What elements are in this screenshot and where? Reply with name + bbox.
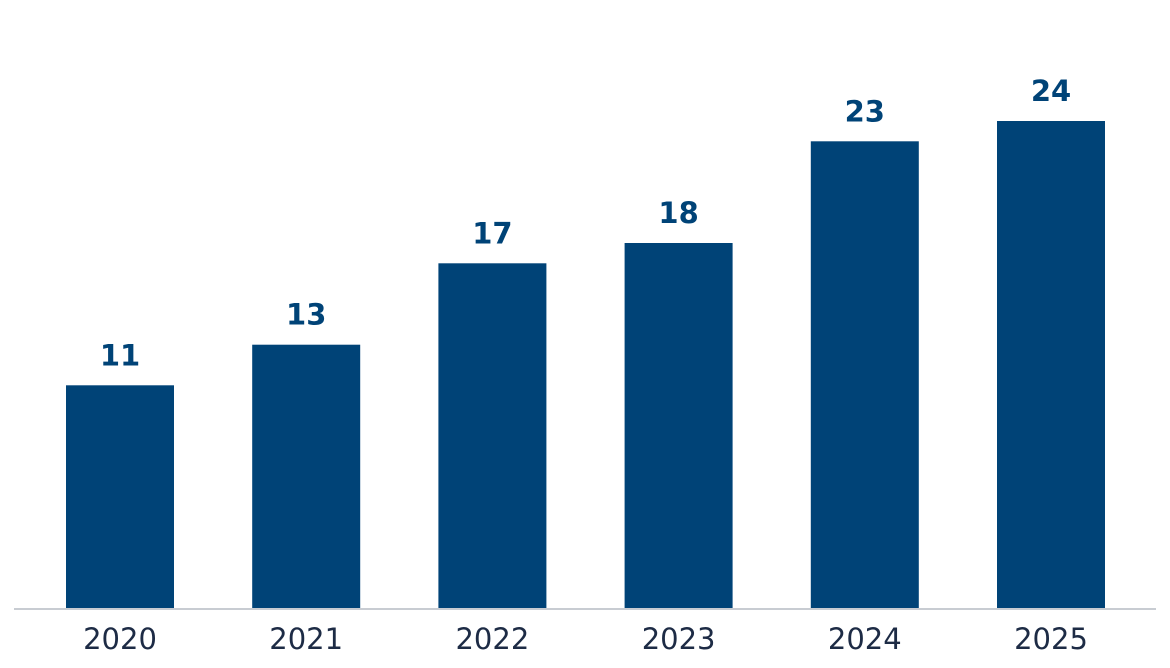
bars-group [66,121,1105,610]
x-tick-labels-group: 2020 2021 2022 2023 2024 2025 [83,622,1088,656]
bar-2025 [997,121,1105,609]
bar-2021 [252,344,361,609]
bar-2023 [624,243,733,609]
value-label-2021: 13 [286,298,326,332]
x-tick-label-2024: 2024 [828,622,902,656]
value-labels-group: 11 13 17 18 23 24 [100,74,1071,372]
bar-2024 [810,141,919,610]
x-tick-label-2021: 2021 [269,622,343,656]
value-label-2025: 24 [1031,74,1071,108]
value-label-2020: 11 [100,338,140,372]
x-tick-label-2025: 2025 [1014,622,1088,656]
bar-2022 [438,263,547,609]
value-label-2022: 17 [472,216,512,250]
value-label-2024: 23 [845,94,885,128]
value-label-2023: 18 [658,196,698,230]
bar-2020 [66,385,174,609]
x-tick-label-2020: 2020 [83,622,157,656]
x-tick-label-2023: 2023 [642,622,716,656]
x-tick-label-2022: 2022 [455,622,529,656]
